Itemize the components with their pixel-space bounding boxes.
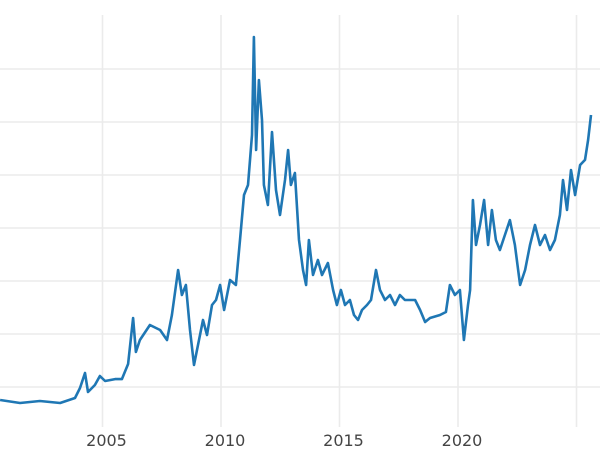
vertical-gridlines	[101, 15, 578, 427]
x-tick-labels: 2005 2010 2015 2020	[86, 431, 482, 450]
horizontal-gridlines	[0, 68, 600, 388]
x-tick-label: 2010	[205, 431, 246, 450]
x-tick-label: 2005	[86, 431, 127, 450]
x-tick-label: 2015	[323, 431, 364, 450]
x-tick-label: 2020	[442, 431, 483, 450]
series-line	[0, 35, 593, 405]
